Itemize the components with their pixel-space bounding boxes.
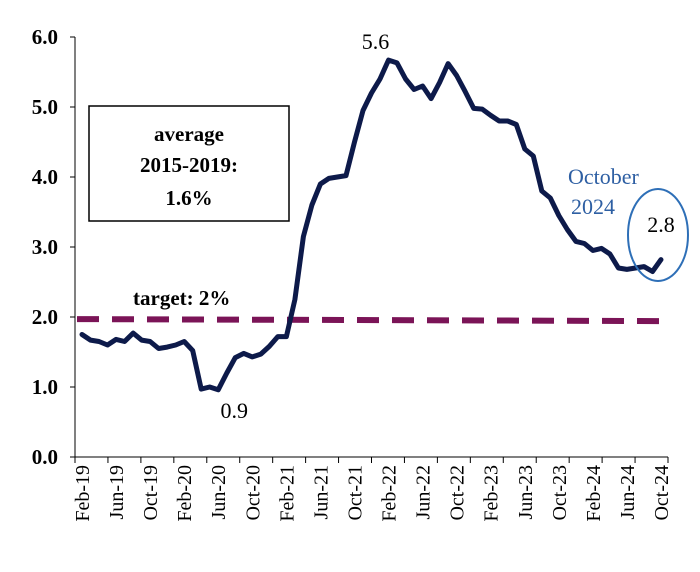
- latest-month-label-line-2: 2024: [571, 194, 615, 219]
- x-tick-label: Feb-20: [174, 465, 196, 522]
- x-tick-label: Oct-21: [344, 465, 366, 521]
- x-tick-label: Jun-24: [617, 465, 639, 519]
- y-tick-label: 3.0: [32, 235, 58, 259]
- x-tick-label: Oct-20: [242, 465, 264, 521]
- y-axis: 0.0 1.0 2.0 3.0 4.0 5.0 6.0: [32, 25, 76, 469]
- average-box: average 2015-2019: 1.6%: [88, 105, 290, 222]
- average-box-frame: [88, 105, 290, 222]
- x-tick-label: Oct-23: [549, 465, 571, 521]
- latest-month-label-line-1: October: [568, 164, 640, 189]
- low-data-label: 0.9: [220, 398, 248, 423]
- x-tick-label: Jun-20: [208, 465, 230, 519]
- target-label: target: 2%: [133, 286, 230, 310]
- x-tick-label: Feb-24: [583, 465, 605, 522]
- y-tick-label: 4.0: [32, 165, 58, 189]
- x-tick-label: Feb-21: [276, 465, 298, 522]
- x-axis: Feb-19 Jun-19 Oct-19 Feb-20 Jun-20 Oct-20 Feb-…: [72, 456, 673, 522]
- x-tick-label: Jun-23: [515, 465, 537, 519]
- x-tick-label: Feb-22: [379, 465, 401, 522]
- y-tick-label: 1.0: [32, 375, 58, 399]
- y-tick-label: 0.0: [32, 445, 58, 469]
- y-tick-label: 5.0: [32, 95, 58, 119]
- x-tick-label: Feb-19: [72, 465, 94, 522]
- average-box-line-3: 1.6%: [165, 186, 212, 210]
- x-tick-label: Oct-22: [447, 465, 469, 521]
- last-data-label: 2.8: [647, 212, 675, 237]
- x-tick-label: Oct-19: [140, 465, 162, 521]
- peak-data-label: 5.6: [362, 29, 390, 54]
- average-box-line-2: 2015-2019:: [140, 153, 238, 177]
- x-tick-label: Jun-22: [413, 465, 435, 519]
- series-line-inflation: [79, 57, 664, 393]
- average-box-line-1: average: [154, 122, 224, 146]
- x-tick-label: Jun-21: [310, 465, 332, 519]
- x-tick-label: Jun-19: [106, 465, 128, 519]
- target-line: [76, 316, 669, 325]
- y-tick-label: 2.0: [32, 305, 58, 329]
- x-tick-label: Feb-23: [481, 465, 503, 522]
- y-tick-label: 6.0: [32, 25, 58, 49]
- latest-value-highlight-ellipse: [627, 188, 689, 282]
- x-tick-label: Oct-24: [651, 465, 673, 521]
